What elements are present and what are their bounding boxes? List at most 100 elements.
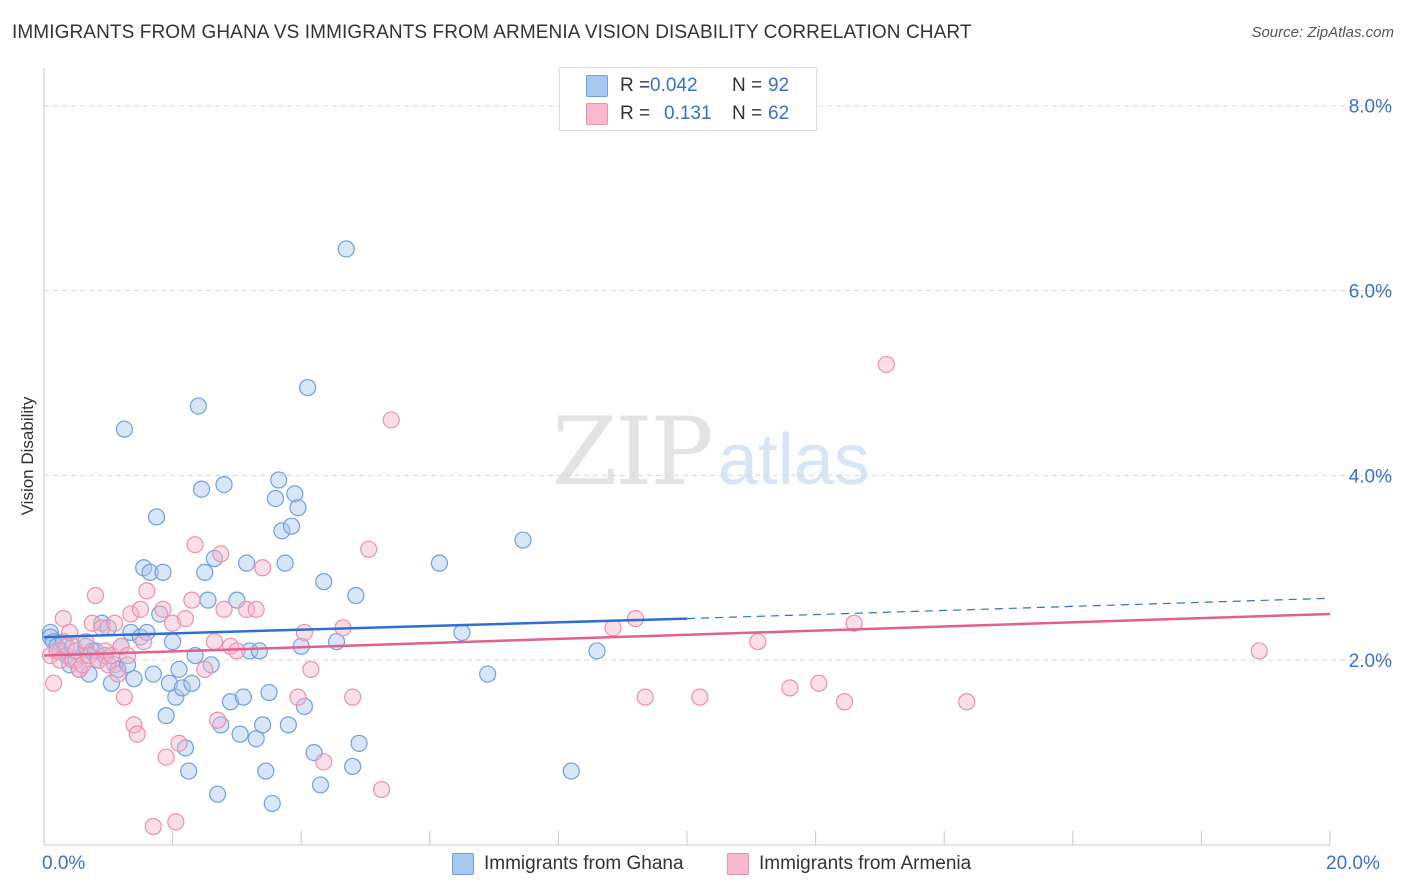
legend-n-label: N =	[732, 103, 763, 124]
ghana-point	[215, 476, 233, 494]
armenia-point	[295, 623, 314, 642]
armenia-point	[64, 651, 82, 669]
ghana-point	[102, 674, 121, 692]
ghana-point	[157, 707, 175, 725]
ghana-point	[282, 517, 301, 535]
armenia-point	[183, 591, 201, 609]
armenia-point	[157, 748, 175, 766]
legend-label-armenia: Immigrants from Armenia	[759, 853, 972, 874]
watermark-zip: ZIP	[552, 398, 714, 507]
armenia-point	[289, 688, 307, 706]
ghana-point	[247, 730, 265, 748]
armenia-point	[77, 633, 95, 651]
armenia-point	[877, 355, 895, 374]
legend-swatch-ghana	[586, 75, 608, 97]
legend-r-label: R =	[620, 75, 651, 96]
armenia-point	[205, 633, 223, 651]
armenia-point	[170, 734, 188, 752]
axes	[43, 68, 1331, 846]
ghana-point	[138, 623, 156, 642]
legend-label-ghana: Immigrants from Ghana	[484, 853, 684, 874]
chart-title: IMMIGRANTS FROM GHANA VS IMMIGRANTS FROM…	[12, 22, 972, 43]
legend-swatch-ghana	[452, 853, 474, 875]
legend-n-value: 62	[768, 103, 790, 124]
ghana-point	[311, 776, 330, 794]
ghana-point	[315, 573, 333, 591]
ghana-point	[237, 554, 256, 572]
ghana-point	[295, 697, 314, 715]
ghana-point	[141, 563, 159, 581]
armenia-point	[86, 586, 105, 605]
legend-item-armenia: Immigrants from Armenia	[727, 852, 971, 876]
armenia-point	[112, 637, 130, 655]
armenia-point	[360, 540, 378, 558]
armenia-point	[109, 665, 127, 683]
armenia-point	[144, 817, 162, 836]
ghana-point	[147, 508, 166, 526]
armenia-point	[54, 609, 72, 628]
ghana-point	[344, 757, 362, 776]
ghana-point	[109, 660, 127, 679]
ghana-point	[209, 785, 227, 803]
y-tick-label: 4.0%	[1349, 466, 1392, 487]
ghana-point	[289, 499, 307, 517]
ghana-point	[173, 679, 191, 697]
armenia-point	[196, 660, 214, 679]
watermark: ZIPatlas	[552, 398, 870, 507]
armenia-point	[344, 688, 362, 706]
armenia-point	[125, 716, 143, 734]
series-armenia-points	[41, 355, 1268, 836]
ghana-point	[266, 489, 285, 508]
armenia-point	[1250, 642, 1268, 660]
armenia-point	[164, 614, 182, 632]
ghana-point	[350, 734, 368, 752]
ghana-point	[183, 674, 201, 692]
legend-swatch-armenia	[586, 103, 608, 125]
ghana-point	[231, 725, 249, 743]
ghana-point	[250, 642, 269, 660]
armenia-point	[154, 600, 172, 618]
armenia-point	[604, 619, 622, 637]
ghana-point	[430, 554, 449, 572]
armenia-point	[45, 674, 63, 692]
legend-item-ghana: Immigrants from Ghana	[452, 852, 684, 876]
ghana-point	[196, 563, 214, 581]
ghana-point	[514, 531, 532, 549]
ghana-point	[80, 665, 98, 683]
ghana-point	[479, 665, 497, 683]
armenia-point	[176, 609, 195, 628]
ghana-point	[164, 633, 182, 651]
armenia-point	[626, 609, 645, 628]
ghana-point	[160, 674, 178, 692]
armenia-point	[61, 623, 79, 642]
armenia-point	[186, 536, 204, 554]
trend-line-armenia	[43, 612, 1331, 657]
armenia-point	[382, 411, 400, 429]
legend-r-value: 0.042	[650, 75, 698, 96]
ghana-point	[234, 688, 252, 706]
armenia-point	[372, 780, 391, 799]
source-label: Source: ZipAtlas.com	[1251, 24, 1394, 41]
ghana-point	[241, 642, 259, 660]
armenia-point	[749, 633, 767, 651]
x-tick-min: 0.0%	[42, 853, 86, 874]
ghana-point	[588, 642, 606, 660]
ghana-point	[180, 762, 198, 780]
armenia-point	[315, 753, 333, 771]
armenia-point	[128, 725, 146, 743]
correlation-legend: R = 0.042 N = 92 R = 0.131 N = 62	[559, 67, 817, 131]
ghana-point	[562, 762, 580, 780]
armenia-point	[135, 633, 153, 651]
armenia-point	[70, 660, 88, 679]
armenia-point	[228, 642, 246, 660]
ghana-point	[192, 480, 211, 498]
armenia-point	[958, 693, 976, 711]
trend-line-ghana-extension	[686, 597, 1331, 620]
armenia-point	[122, 605, 140, 623]
armenia-point	[209, 711, 227, 729]
y-tick-labels: 2.0% 4.0% 6.0% 8.0%	[1349, 97, 1392, 672]
legend-n-value: 92	[768, 75, 790, 96]
armenia-point	[73, 656, 92, 674]
armenia-point	[237, 600, 256, 618]
